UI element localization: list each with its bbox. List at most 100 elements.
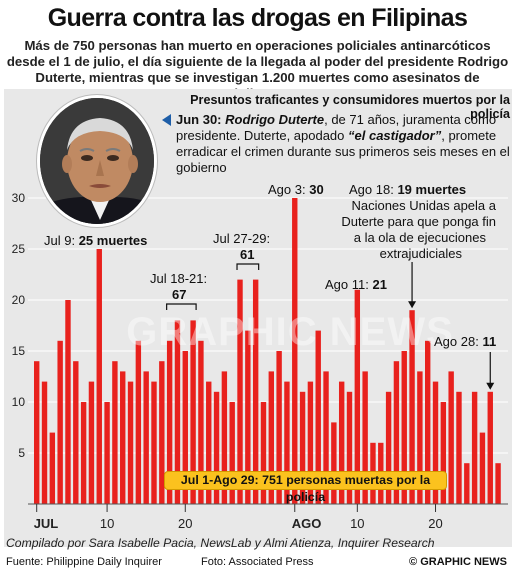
pointer-arrow-icon [162,114,171,126]
y-tick-label: 10 [12,395,26,409]
bracket-jul-18-21 [166,303,197,310]
bar [182,351,188,504]
source-credit: Fuente: Philippine Daily Inquirer [6,556,162,568]
bars [28,198,508,505]
annotation-jul-9: Jul 9: 25 muertes [44,233,148,248]
bar [393,361,400,504]
y-tick-label: 25 [12,242,26,256]
bar [198,340,204,504]
bar [448,371,454,504]
bar [299,391,306,504]
bar [417,371,423,504]
bar [80,402,87,504]
inauguration-note: Jun 30: Rodrigo Duterte, de 71 años, jur… [176,112,510,176]
bar [479,432,486,504]
bar [456,391,462,504]
bar [34,361,40,504]
annotation-ago-18-line-3: a la ola de ejecuciones [353,230,486,245]
y-tick-label: 5 [18,446,25,460]
note-text-2: , promete erradicar el crimen durante su… [176,128,510,175]
bar [73,361,79,504]
annotation-jul-18-21: Jul 18-21: [150,271,208,286]
annotation-jul-18-21-value: 67 [172,287,187,302]
bar [268,371,274,504]
annotation-ago-18-line-1: Naciones Unidas apela a [351,198,496,213]
annotation-ago-28: Ago 28: 11 [434,334,497,349]
bar [104,402,110,504]
bar [495,463,501,504]
bar [346,391,353,504]
bar [88,381,95,504]
bar [166,340,173,504]
bar [409,310,415,504]
x-tick-label: 20 [178,516,192,531]
total-deaths-label: Jul 1-Ago 29: 751 personas muertas por l… [164,471,447,504]
annotation-ago-11: Ago 11: 21 [325,277,387,292]
bar [49,432,56,504]
bar [307,381,314,504]
annotation-ago-18-line-4: extrajudiciales [379,246,462,261]
bar [213,391,220,504]
note-text-1: , de 71 años, juramenta como presidente.… [176,112,497,143]
bar [338,381,345,504]
y-axis-ticks: 5 10 15 20 25 30 [12,191,26,460]
bar [331,422,337,504]
bracket-jul-27-29 [236,263,260,270]
bar [260,402,267,504]
bar [237,279,243,504]
y-tick-label: 20 [12,293,26,307]
bar [229,402,235,504]
x-tick-label: AGO [292,516,322,531]
bar [57,340,63,504]
x-tick-label: 20 [428,516,442,531]
bar [362,371,368,504]
bar [96,249,102,504]
bar [284,381,290,504]
bar [471,391,478,504]
standfirst: Más de 750 personas han muerto en operac… [6,38,509,101]
bar [440,402,447,504]
annotation-ago-3: Ago 3: 30 [268,182,324,197]
y-tick-label: 30 [12,191,26,205]
bar [354,289,361,504]
bar [315,330,321,504]
bar [385,391,392,504]
annotation-ago-18-line-2: Duterte para que ponga fin [341,214,496,229]
annotation-pointers [166,262,495,390]
arrow-ago-18-head [408,301,417,309]
bar [487,391,493,504]
x-tick-label: JUL [34,516,59,531]
bar [206,381,212,504]
bar [190,320,196,504]
annotation-jul-27-29: Jul 27-29: [213,231,271,246]
bar [432,381,439,504]
x-tick-label: 10 [350,516,364,531]
bar [401,351,407,504]
chart-title: Presuntos traficantes y consumidores mue… [190,93,510,121]
bar [323,371,329,504]
credits: Compilado por Sara Isabelle Pacia, NewsL… [6,536,435,550]
annotation-ago-18: Ago 18: 19 muertes [349,182,467,197]
portrait-rodrigo-duterte-icon [40,98,154,224]
bar [143,371,149,504]
bar [252,279,259,504]
y-tick-label: 15 [12,344,26,358]
bar [221,371,228,504]
x-tick-label: 10 [100,516,114,531]
bar [245,330,251,504]
photo-credit: Foto: Associated Press [201,556,314,568]
brand-credit: © GRAPHIC NEWS [409,556,507,568]
headline: Guerra contra las drogas en Filipinas [47,4,468,32]
note-date: Jun 30: [176,112,222,127]
footer: Fuente: Philippine Daily Inquirer Foto: … [0,553,515,573]
bar [112,361,118,504]
note-nickname: “el castigador” [348,128,442,143]
note-name: Rodrigo Duterte [225,112,325,127]
bar [276,351,282,504]
bar [159,361,165,504]
bar [120,371,126,504]
bar [425,340,431,504]
portrait-photo [37,95,157,227]
bar [174,320,181,504]
